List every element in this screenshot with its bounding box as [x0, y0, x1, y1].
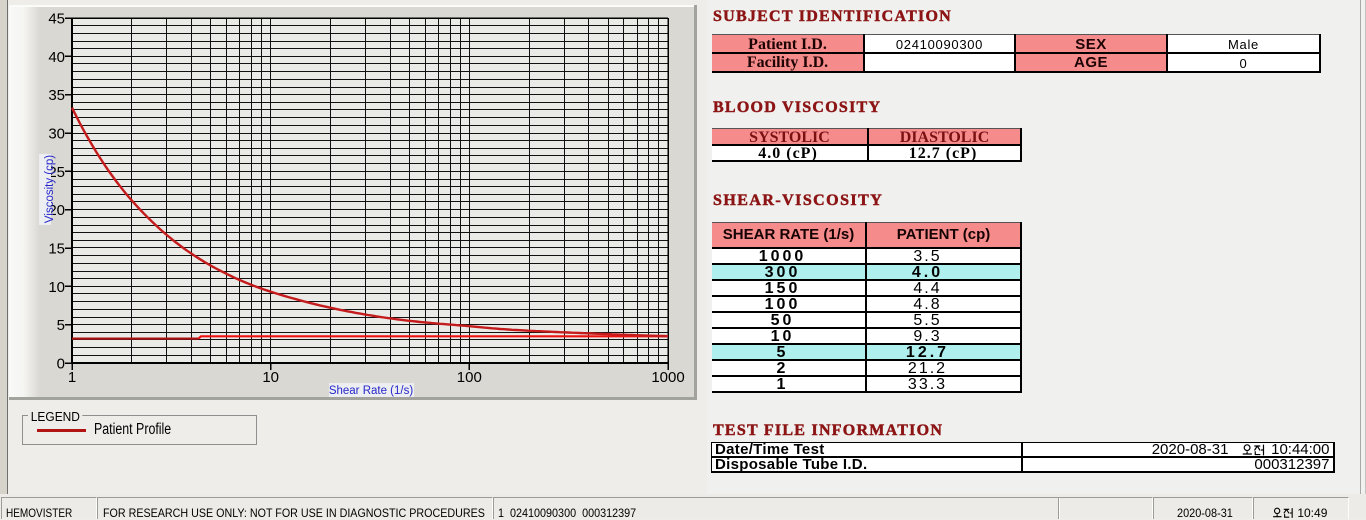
svg-text:35: 35 — [48, 87, 65, 104]
svg-text:45: 45 — [48, 11, 65, 28]
svg-text:Viscosity (cp): Viscosity (cp) — [44, 155, 56, 223]
svg-text:20: 20 — [48, 202, 65, 219]
svg-text:15: 15 — [48, 241, 65, 258]
svg-text:40: 40 — [48, 49, 65, 66]
svg-text:1: 1 — [68, 369, 76, 386]
svg-text:10: 10 — [262, 369, 279, 386]
svg-text:30: 30 — [48, 126, 65, 143]
svg-text:1000: 1000 — [651, 369, 684, 386]
svg-text:25: 25 — [48, 164, 65, 181]
svg-text:100: 100 — [457, 369, 482, 386]
svg-text:0: 0 — [57, 356, 65, 373]
svg-text:10: 10 — [48, 279, 65, 296]
svg-text:Shear Rate (1/s): Shear Rate (1/s) — [329, 385, 414, 397]
svg-text:5: 5 — [57, 317, 65, 334]
